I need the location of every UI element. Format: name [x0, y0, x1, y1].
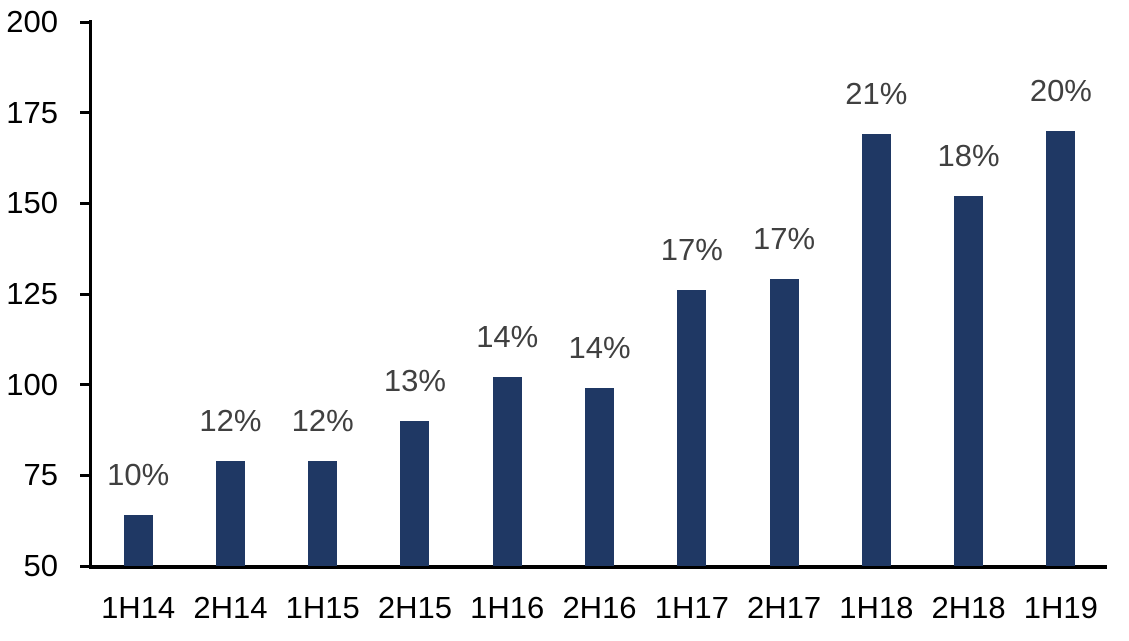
y-tick-mark: [80, 564, 89, 568]
x-axis-category-label: 2H16: [562, 590, 637, 625]
bar: [1046, 130, 1076, 566]
y-tick-label: 125: [6, 276, 58, 311]
y-tick-label: 100: [6, 366, 58, 402]
y-tick-mark: [80, 473, 89, 477]
bar: [400, 420, 430, 566]
x-axis-category-label: 1H17: [654, 590, 729, 625]
bar-value-label: 20%: [1029, 72, 1092, 108]
bar-value-label: 14%: [568, 330, 631, 366]
bar-value-label: 10%: [107, 457, 170, 493]
bar: [308, 460, 338, 566]
x-axis-category-label: 2H15: [377, 590, 452, 625]
x-axis-line: [89, 565, 1107, 569]
y-tick-label: 175: [6, 94, 58, 130]
bar: [492, 377, 522, 566]
bar: [123, 515, 153, 566]
bar-value-label: 21%: [845, 76, 908, 112]
bar: [954, 196, 984, 566]
bar: [677, 290, 707, 566]
y-tick-label: 150: [6, 185, 58, 221]
bar: [585, 388, 614, 566]
bar-value-label: 14%: [476, 319, 539, 355]
y-tick-mark: [80, 383, 89, 387]
bar-value-label: 12%: [291, 402, 354, 438]
y-tick-label: 50: [23, 548, 58, 583]
y-tick-mark: [80, 111, 89, 115]
y-tick-label: 200: [6, 4, 58, 39]
x-axis-category-label: 1H15: [285, 590, 360, 625]
bar-value-label: 18%: [937, 138, 1000, 174]
bar-value-label: 13%: [383, 362, 446, 398]
bar-value-label: 12%: [199, 402, 262, 438]
x-axis-category-label: 2H14: [193, 590, 268, 625]
bar-value-label: 17%: [660, 232, 723, 268]
y-tick-mark: [80, 201, 89, 205]
x-axis-category-label: 1H18: [839, 590, 914, 625]
y-tick-mark: [80, 292, 89, 296]
x-axis-category-label: 2H17: [746, 590, 822, 625]
y-tick-mark: [80, 20, 89, 24]
x-axis-category-label: 1H19: [1023, 590, 1098, 625]
bar: [861, 134, 891, 566]
y-axis-line: [89, 20, 92, 569]
x-axis-category-label: 1H16: [470, 590, 545, 625]
x-axis-category-label: 2H18: [931, 590, 1006, 625]
bar-value-label: 17%: [753, 221, 816, 257]
bar: [215, 460, 245, 566]
x-axis-category-label: 1H14: [101, 590, 176, 625]
y-tick-label: 75: [23, 457, 58, 493]
bar: [769, 279, 799, 566]
